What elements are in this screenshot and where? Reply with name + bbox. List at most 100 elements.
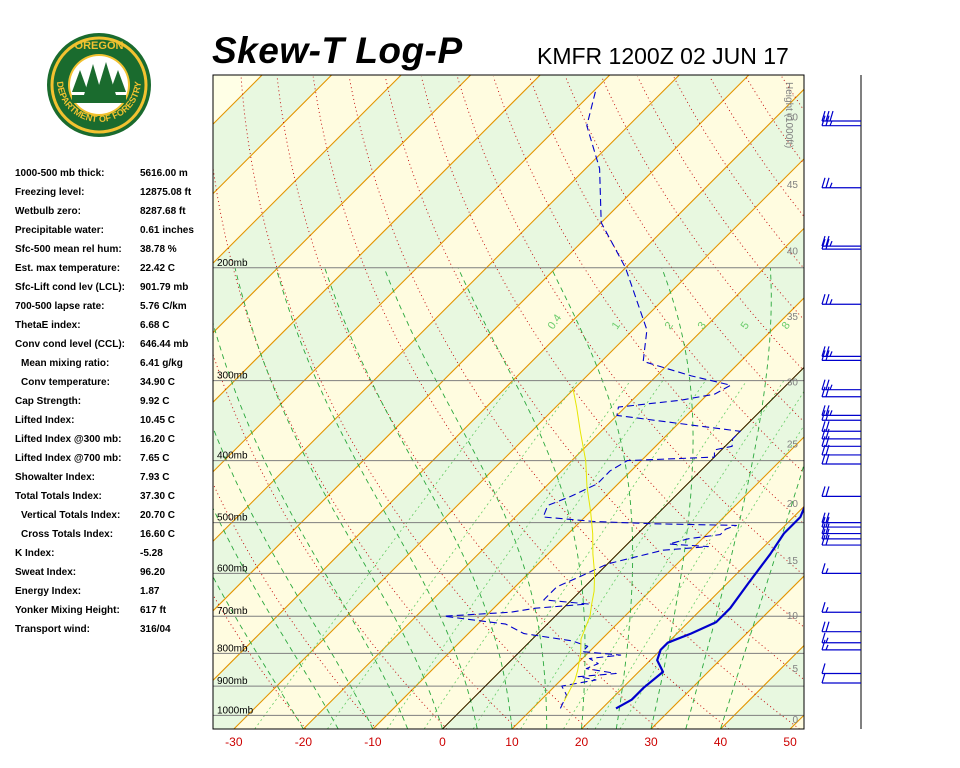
moist-adiabat — [457, 267, 586, 729]
moist-adiabat — [324, 267, 513, 729]
stat-label: K Index: — [15, 548, 55, 559]
stat-value: 16.20 C — [140, 434, 176, 445]
wind-barb-feather — [821, 405, 826, 416]
stat-value: 7.93 C — [140, 472, 170, 483]
tree-icon — [84, 64, 102, 95]
wind-barb-feather — [821, 379, 826, 390]
stat-value: 617 ft — [140, 605, 167, 616]
isotherm-line — [213, 75, 333, 195]
stat-value: 38.78 % — [140, 244, 177, 255]
stat-value: 316/04 — [140, 624, 171, 635]
wind-barb-feather — [821, 421, 826, 432]
stat-label: Cross Totals Index: — [21, 529, 114, 540]
stat-value: 6.41 g/kg — [140, 358, 183, 369]
wind-barb-feather — [825, 428, 830, 440]
dry-adiabat — [276, 76, 659, 729]
mixing-ratio-line — [520, 380, 748, 729]
wind-barb-feather — [821, 621, 826, 632]
stat-label: Showalter Index: — [15, 472, 96, 483]
wind-barb-feather — [821, 294, 826, 305]
wind-barb — [821, 238, 861, 250]
wind-barb-feather — [825, 379, 830, 390]
temperature-profile — [615, 505, 804, 710]
wind-barb-feather — [825, 453, 830, 465]
mixing-ratio-line — [594, 390, 804, 729]
wind-barb-feather — [821, 602, 826, 613]
wind-barb-feather — [825, 115, 830, 126]
plot-frame — [212, 74, 805, 730]
wind-barb-feather — [821, 428, 826, 440]
wind-barb-feather — [825, 386, 830, 397]
wind-barb — [821, 672, 861, 684]
stat-label: 1000-500 mb thick: — [15, 168, 105, 179]
x-tick-label: 30 — [644, 735, 658, 749]
wind-barb-feather — [829, 110, 834, 122]
moist-adiabat — [650, 267, 694, 729]
stat-value: 22.42 C — [140, 263, 176, 274]
pressure-label: 200mb — [217, 258, 248, 269]
moist-adiabat — [550, 267, 634, 729]
wind-barb-feather — [821, 115, 826, 126]
wind-barb — [821, 379, 861, 391]
temperature-band — [213, 75, 804, 681]
wind-barb-half-feather — [825, 607, 829, 613]
wind-barb-feather — [821, 486, 826, 497]
height-label: 30 — [787, 377, 799, 388]
x-tick-label: -20 — [295, 735, 313, 749]
stat-label: ThetaE index: — [15, 320, 81, 331]
wind-barb-feather — [821, 235, 826, 247]
x-tick-label: -30 — [225, 735, 243, 749]
moist-adiabat — [213, 321, 409, 729]
wind-barb-feather — [821, 410, 826, 421]
tree-icon — [110, 70, 126, 92]
dry-adiabat — [348, 76, 800, 729]
wind-barb — [821, 523, 861, 535]
pressure-label: 600mb — [217, 563, 248, 574]
wind-barb-feather — [825, 534, 830, 546]
mixing-ratio-label: 2 — [663, 320, 676, 332]
stat-value: 10.45 C — [140, 415, 176, 426]
isotherm-line — [213, 75, 680, 543]
wind-barb — [821, 563, 861, 574]
isotherm-line — [372, 297, 804, 729]
wind-barb — [821, 534, 861, 546]
isotherm-line — [650, 575, 804, 729]
stat-label: Vertical Totals Index: — [21, 510, 121, 521]
dry-adiabat — [926, 77, 960, 729]
stat-value: 7.65 C — [140, 453, 170, 464]
mixing-ratio-label: 1 — [610, 320, 623, 332]
wind-barb — [821, 528, 861, 540]
wind-barb-feather — [825, 294, 830, 305]
stat-label: Wetbulb zero: — [15, 206, 81, 217]
moist-adiabat — [213, 507, 339, 729]
moist-adiabat — [213, 426, 374, 729]
wind-barb-feather — [821, 639, 826, 651]
wind-barb-feather — [825, 436, 830, 447]
wind-barb-feather — [825, 410, 830, 421]
stat-label: Conv cond level (CCL): — [15, 339, 126, 350]
isotherm-line — [581, 505, 804, 729]
isotherm-line — [929, 75, 960, 729]
wind-barb-feather — [821, 453, 826, 465]
temperature-band — [860, 75, 960, 729]
stat-value: 1.87 — [140, 586, 160, 597]
wind-barb — [821, 235, 861, 247]
mixing-ratio-line — [619, 424, 804, 729]
dry-adiabat — [781, 76, 804, 112]
stat-value: 901.79 mb — [140, 282, 189, 293]
x-tick-label: 10 — [505, 735, 519, 749]
height-label: 15 — [787, 556, 799, 567]
isotherm-line — [213, 75, 611, 473]
wind-barb-feather — [821, 663, 826, 674]
wind-barb-feather — [821, 563, 826, 574]
seal-ground — [72, 95, 126, 103]
wind-barb — [821, 110, 861, 122]
height-label: 45 — [787, 180, 799, 191]
isotherm-line — [860, 75, 960, 729]
dry-adiabat — [854, 77, 960, 729]
wind-barb — [821, 512, 861, 524]
x-tick-label: 20 — [575, 735, 589, 749]
temperature-band — [213, 89, 804, 729]
stat-value: 12875.08 ft — [140, 187, 192, 198]
wind-barb-feather — [821, 350, 826, 361]
